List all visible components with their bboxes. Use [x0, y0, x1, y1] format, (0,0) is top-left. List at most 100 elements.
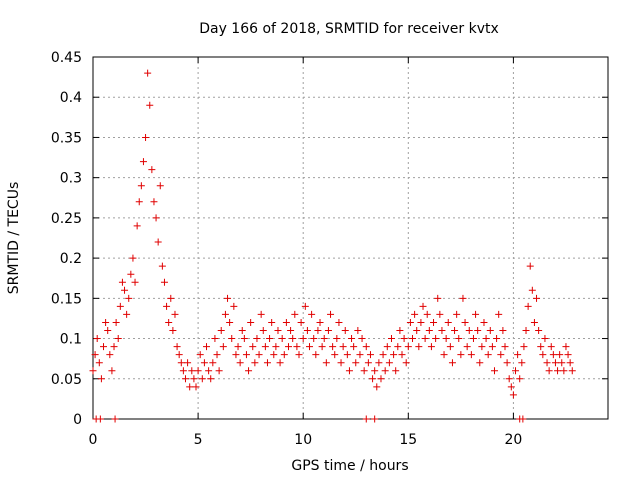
data-point: [211, 335, 219, 343]
data-point: [240, 335, 248, 343]
data-point: [404, 343, 412, 351]
data-point: [110, 343, 118, 351]
x-tick-label: 10: [294, 432, 312, 448]
data-point: [377, 375, 385, 383]
data-point: [104, 327, 112, 335]
data-point: [259, 327, 267, 335]
data-point: [106, 351, 114, 359]
data-point: [95, 359, 103, 367]
data-point: [224, 294, 232, 302]
data-point: [453, 310, 461, 318]
data-point: [352, 359, 360, 367]
data-point: [402, 359, 410, 367]
data-point: [409, 335, 417, 343]
data-point: [507, 383, 515, 391]
x-tick-label: 0: [89, 432, 98, 448]
data-point: [230, 302, 238, 310]
data-point: [217, 327, 225, 335]
data-point: [274, 327, 282, 335]
data-point: [406, 318, 414, 326]
data-point: [175, 351, 183, 359]
data-point: [564, 351, 572, 359]
data-point: [314, 327, 322, 335]
data-point: [177, 359, 185, 367]
data-point: [112, 318, 120, 326]
data-point: [387, 335, 395, 343]
data-point: [221, 310, 229, 318]
data-point: [350, 343, 358, 351]
data-point: [308, 310, 316, 318]
data-point: [203, 343, 211, 351]
data-point: [299, 335, 307, 343]
data-point: [528, 286, 536, 294]
y-tick-label: 0.25: [51, 211, 82, 227]
data-point: [520, 343, 528, 351]
data-point: [371, 415, 379, 423]
data-point: [188, 367, 196, 375]
data-point: [234, 343, 242, 351]
data-point: [551, 359, 559, 367]
data-point: [322, 359, 330, 367]
y-tick: 0.2: [60, 251, 608, 267]
data-point: [289, 335, 297, 343]
data-point: [247, 318, 255, 326]
y-tick-label: 0.45: [51, 50, 82, 66]
data-point: [272, 343, 280, 351]
data-point: [493, 335, 501, 343]
data-point: [226, 318, 234, 326]
data-point: [163, 302, 171, 310]
data-point: [343, 351, 351, 359]
data-point: [423, 310, 431, 318]
data-point: [448, 359, 456, 367]
data-point: [295, 351, 303, 359]
data-point: [219, 343, 227, 351]
y-axis-label: SRMTID / TECUs: [6, 182, 22, 295]
data-point: [375, 359, 383, 367]
x-tick: 10: [294, 57, 312, 448]
data-point: [207, 375, 215, 383]
data-point: [522, 327, 530, 335]
data-point: [316, 318, 324, 326]
data-point: [121, 286, 129, 294]
data-point: [238, 327, 246, 335]
data-point: [186, 383, 194, 391]
x-tick-label: 5: [194, 432, 203, 448]
data-point: [554, 367, 562, 375]
data-point: [306, 343, 314, 351]
data-point: [127, 270, 135, 278]
data-point: [276, 359, 284, 367]
x-tick-label: 15: [399, 432, 417, 448]
data-point: [114, 335, 122, 343]
data-point: [135, 198, 143, 206]
data-point: [146, 101, 154, 109]
data-point: [461, 318, 469, 326]
y-tick-label: 0.15: [51, 291, 82, 307]
data-point: [293, 343, 301, 351]
data-point: [400, 335, 408, 343]
y-tick-label: 0.35: [51, 130, 82, 146]
data-point: [337, 359, 345, 367]
y-tick-label: 0.3: [60, 171, 82, 187]
data-point: [514, 351, 522, 359]
data-point: [465, 327, 473, 335]
data-point: [457, 351, 465, 359]
data-point: [390, 351, 398, 359]
data-point: [291, 310, 299, 318]
data-point: [501, 343, 509, 351]
data-point: [91, 351, 99, 359]
data-point: [484, 351, 492, 359]
data-point: [354, 327, 362, 335]
data-point: [560, 367, 568, 375]
data-point: [144, 69, 152, 77]
data-point: [549, 351, 557, 359]
data-point: [451, 327, 459, 335]
data-point: [341, 327, 349, 335]
data-point: [381, 367, 389, 375]
data-point: [192, 383, 200, 391]
data-point: [446, 343, 454, 351]
data-point: [154, 238, 162, 246]
data-point: [129, 254, 137, 262]
data-point: [196, 351, 204, 359]
data-point: [434, 294, 442, 302]
